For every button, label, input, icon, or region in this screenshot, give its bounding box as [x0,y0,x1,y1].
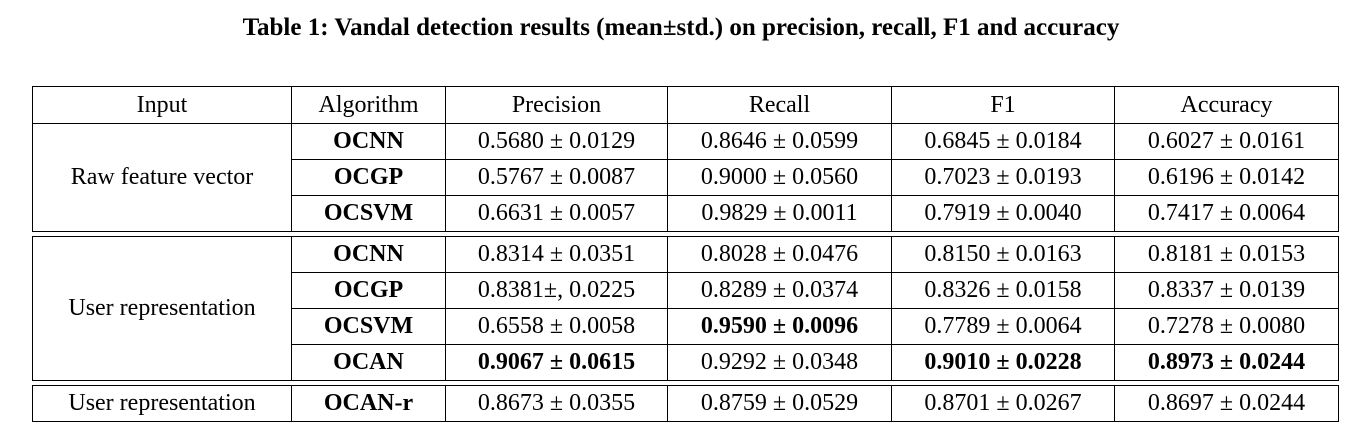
table-row: OCSVM 0.6631 ± 0.0057 0.9829 ± 0.0011 0.… [33,195,1339,232]
table-caption: Table 1: Vandal detection results (mean±… [242,14,1120,41]
recall-cell: 0.8646 ± 0.0599 [667,123,892,160]
header-row: Input Algorithm Precision Recall F1 Accu… [32,86,1339,124]
recall-cell: 0.8289 ± 0.0374 [667,272,892,309]
algorithm-cell: OCNN [291,123,446,160]
algorithm-cell: OCAN [291,344,446,381]
input-cell: Raw feature vector [32,123,292,232]
input-cell: User representation [32,385,292,422]
results-table-raw-features: Input Algorithm Precision Recall F1 Accu… [32,86,1339,232]
f1-cell: 0.7023 ± 0.0193 [891,159,1115,196]
header-algorithm: Algorithm [291,86,446,124]
header-precision: Precision [445,86,668,124]
input-cell: User representation [32,236,292,381]
precision-cell: 0.6558 ± 0.0058 [445,308,668,345]
precision-cell: 0.5680 ± 0.0129 [445,123,668,160]
table-row: OCGP 0.8381±, 0.0225 0.8289 ± 0.0374 0.8… [33,272,1339,309]
recall-cell-best: 0.9590 ± 0.0096 [667,308,892,345]
algorithm-cell: OCNN [291,236,446,273]
f1-cell: 0.8701 ± 0.0267 [891,385,1115,422]
accuracy-cell-best: 0.8973 ± 0.0244 [1114,344,1339,381]
results-table-user-representation: User representation OCNN 0.8314 ± 0.0351… [32,236,1339,381]
algorithm-cell: OCSVM [291,308,446,345]
accuracy-cell: 0.6196 ± 0.0142 [1114,159,1339,196]
accuracy-cell: 0.7417 ± 0.0064 [1114,195,1339,232]
algorithm-cell: OCAN-r [291,385,446,422]
f1-cell: 0.7919 ± 0.0040 [891,195,1115,232]
header-input: Input [32,86,292,124]
algorithm-cell: OCGP [291,159,446,196]
f1-cell: 0.8326 ± 0.0158 [891,272,1115,309]
algorithm-cell: OCGP [291,272,446,309]
table-row: OCAN 0.9067 ± 0.0615 0.9292 ± 0.0348 0.9… [33,344,1339,381]
accuracy-cell: 0.7278 ± 0.0080 [1114,308,1339,345]
algorithm-cell: OCSVM [291,195,446,232]
accuracy-cell: 0.8337 ± 0.0139 [1114,272,1339,309]
header-accuracy: Accuracy [1114,86,1339,124]
header-f1: F1 [891,86,1115,124]
accuracy-cell: 0.8181 ± 0.0153 [1114,236,1339,273]
table-row: User representation OCAN-r 0.8673 ± 0.03… [32,385,1339,422]
precision-cell-best: 0.9067 ± 0.0615 [445,344,668,381]
header-recall: Recall [667,86,892,124]
precision-cell: 0.8381±, 0.0225 [445,272,668,309]
table-row: User representation OCNN 0.8314 ± 0.0351… [32,236,1339,381]
f1-cell: 0.6845 ± 0.0184 [891,123,1115,160]
f1-cell-best: 0.9010 ± 0.0228 [891,344,1115,381]
results-table-ocan-r: User representation OCAN-r 0.8673 ± 0.03… [32,385,1339,422]
f1-cell: 0.7789 ± 0.0064 [891,308,1115,345]
recall-cell: 0.9000 ± 0.0560 [667,159,892,196]
accuracy-cell: 0.8697 ± 0.0244 [1114,385,1339,422]
recall-cell: 0.8028 ± 0.0476 [667,236,892,273]
precision-cell: 0.6631 ± 0.0057 [445,195,668,232]
recall-cell: 0.9292 ± 0.0348 [667,344,892,381]
table-row: OCSVM 0.6558 ± 0.0058 0.9590 ± 0.0096 0.… [33,308,1339,345]
accuracy-cell: 0.6027 ± 0.0161 [1114,123,1339,160]
precision-cell: 0.5767 ± 0.0087 [445,159,668,196]
table-row: Raw feature vector OCNN 0.5680 ± 0.0129 … [32,123,1339,232]
f1-cell: 0.8150 ± 0.0163 [891,236,1115,273]
precision-cell: 0.8314 ± 0.0351 [445,236,668,273]
precision-cell: 0.8673 ± 0.0355 [445,385,668,422]
recall-cell: 0.9829 ± 0.0011 [667,195,892,232]
recall-cell: 0.8759 ± 0.0529 [667,385,892,422]
